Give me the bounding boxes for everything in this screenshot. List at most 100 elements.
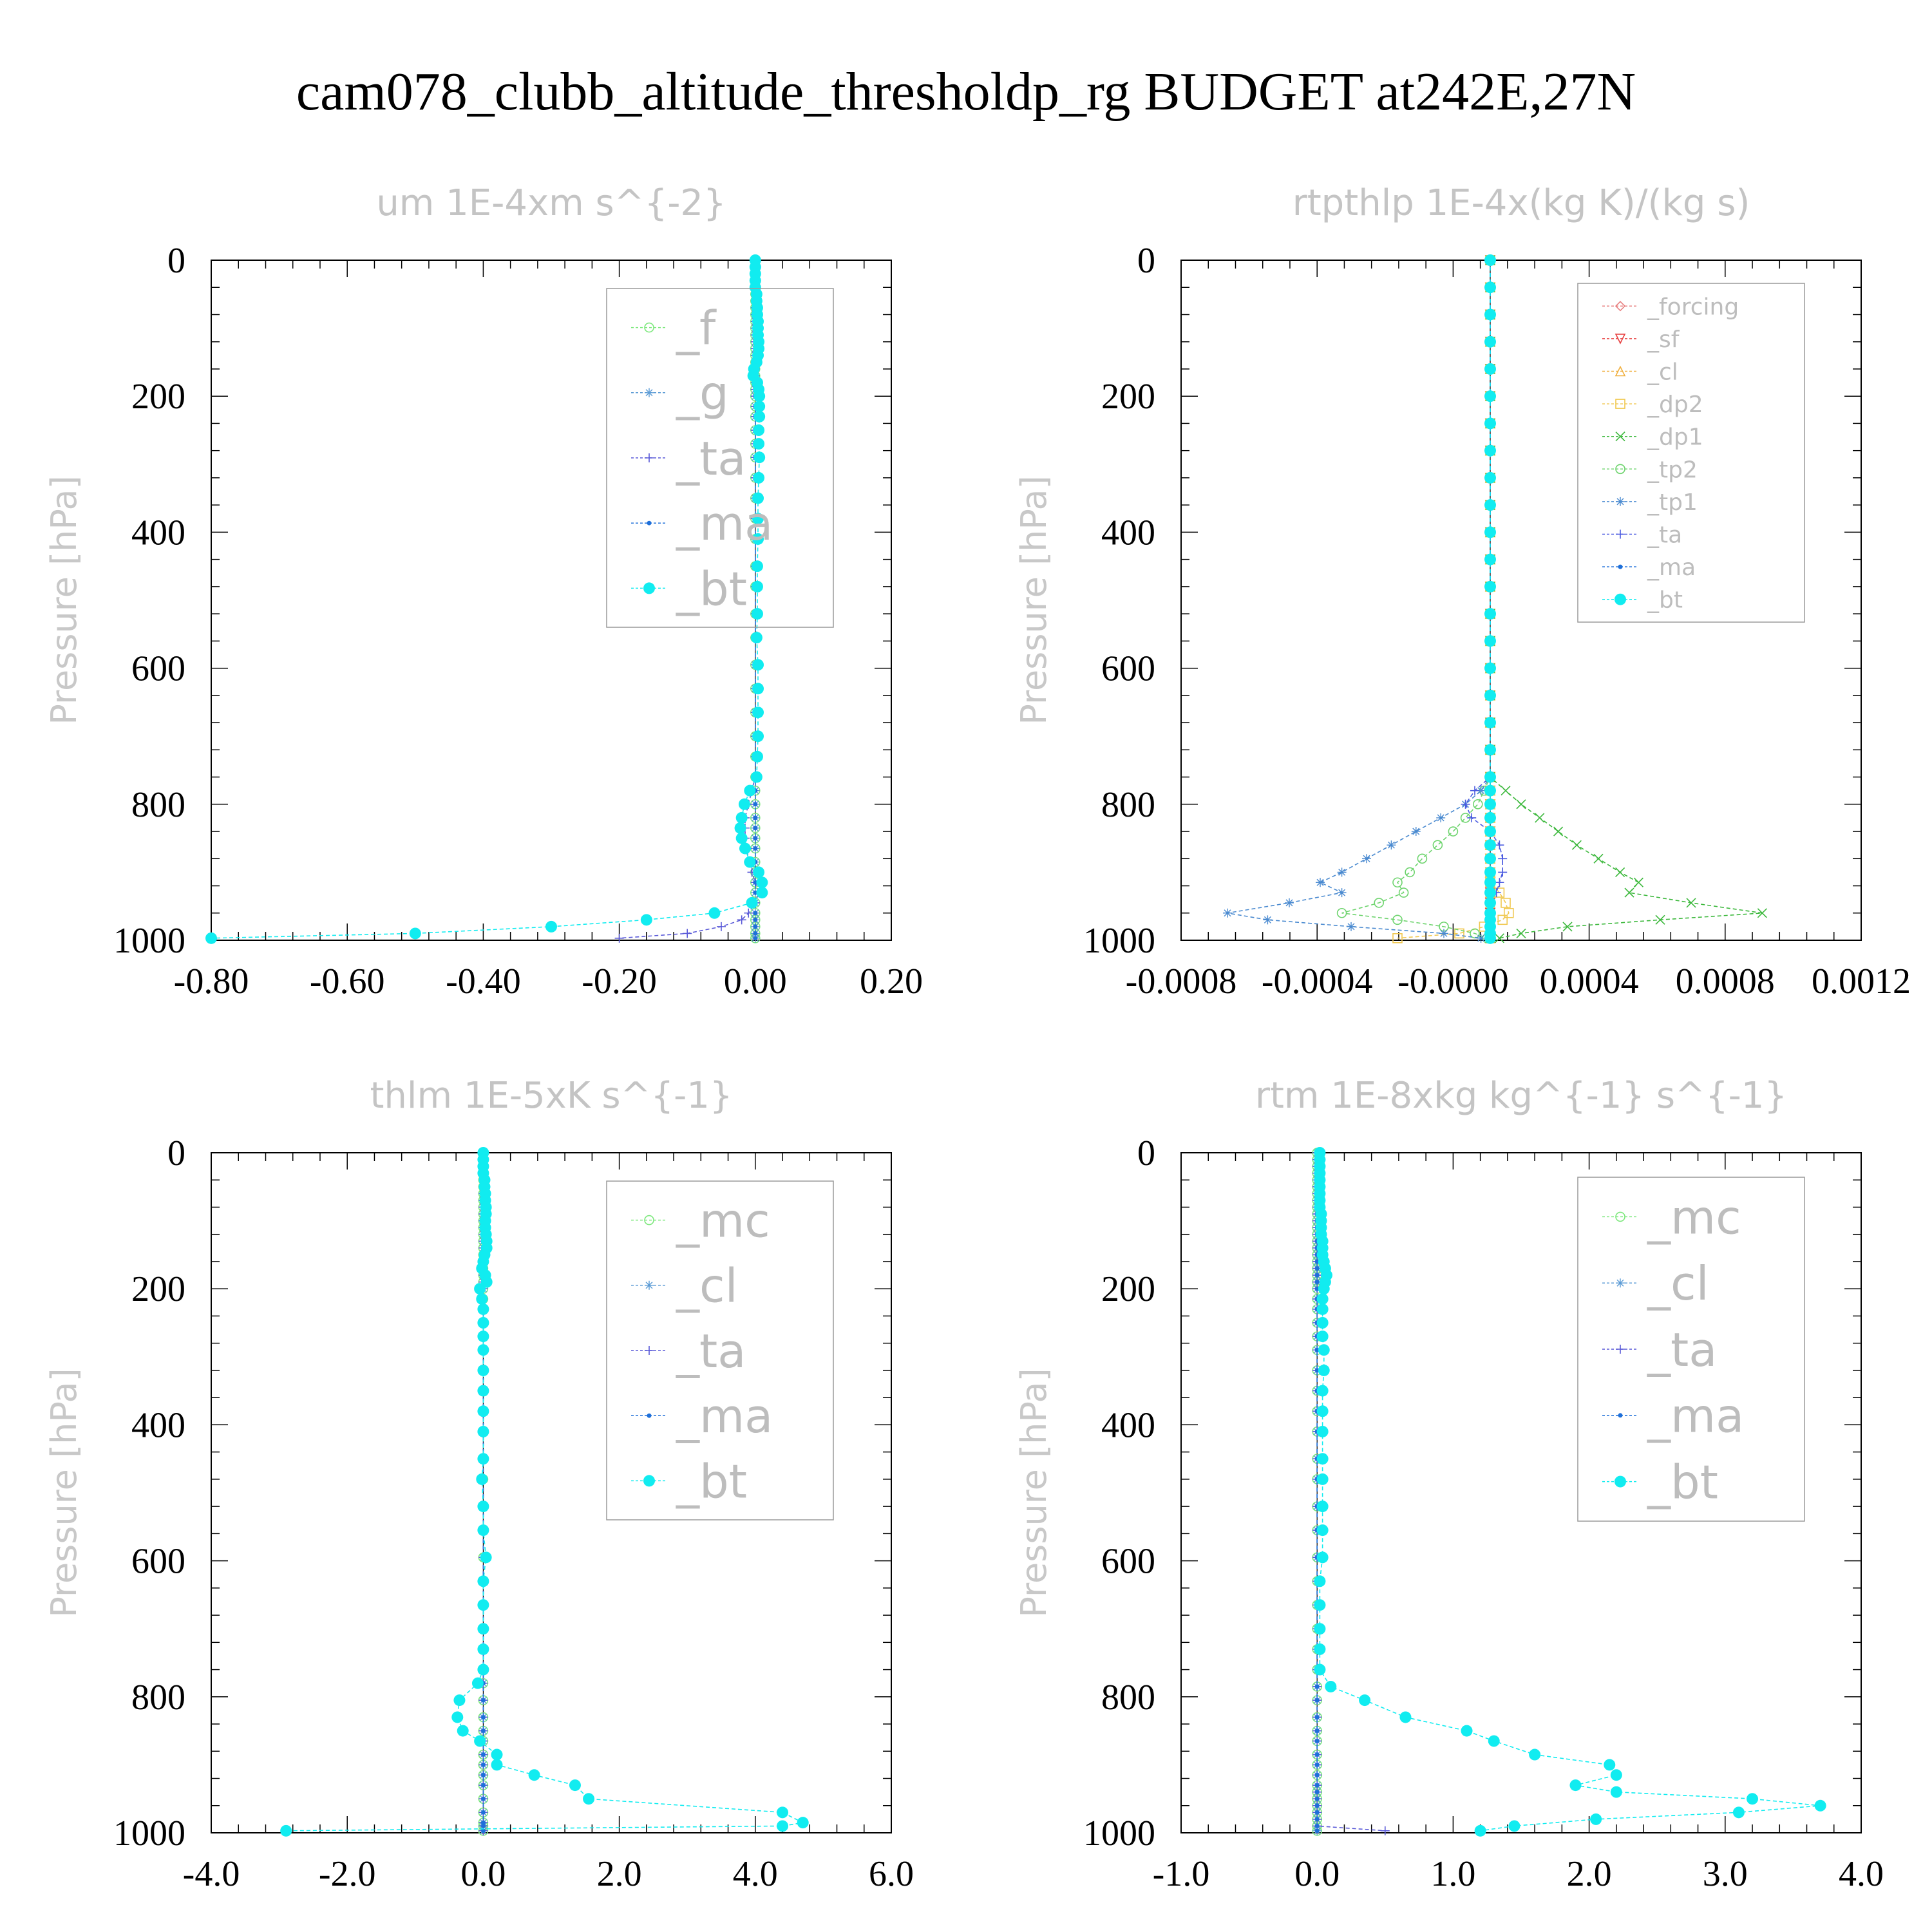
data-point	[480, 1728, 486, 1734]
data-point	[1314, 1810, 1320, 1815]
data-point	[739, 842, 751, 855]
data-point	[1569, 1779, 1582, 1792]
legend-entry: _bt	[1602, 587, 1683, 614]
legend-label: _ta	[676, 1324, 746, 1378]
legend-entry: _ma	[631, 497, 773, 551]
data-point	[1484, 363, 1496, 375]
data-point	[1314, 1643, 1326, 1655]
data-point	[1610, 1769, 1622, 1781]
data-point	[1484, 580, 1496, 592]
data-point	[1484, 526, 1496, 538]
data-point	[477, 1425, 489, 1437]
panel-rtpthlp: rtpthlp 1E-4x(kg K)/(kg s) Pressure [hPa]…	[1014, 182, 1911, 1001]
data-point	[1508, 1820, 1520, 1832]
data-point	[756, 887, 768, 899]
data-point	[734, 822, 746, 834]
data-point	[751, 750, 763, 762]
x-tick-label: 0.0008	[1676, 961, 1775, 1001]
data-point	[1314, 1599, 1326, 1611]
data-point	[1392, 877, 1403, 888]
data-point	[1316, 1293, 1329, 1305]
data-point	[614, 933, 624, 943]
legend-box	[1577, 283, 1805, 623]
data-point	[1686, 898, 1696, 908]
data-point	[753, 451, 766, 464]
data-point	[1316, 1473, 1329, 1485]
data-point	[477, 1385, 489, 1397]
legend-swatch-marker	[1615, 334, 1626, 345]
data-point	[1314, 1762, 1320, 1767]
data-point	[753, 924, 758, 929]
data-point	[1314, 1752, 1320, 1757]
data-point	[751, 608, 763, 620]
data-point	[1484, 826, 1496, 838]
data-point	[451, 1711, 464, 1723]
data-point	[1461, 1725, 1473, 1737]
plot-frame	[1180, 1152, 1862, 1833]
panel-um: um 1E-4xm s^{-2} Pressure [hPa] 0 200 400 600…	[44, 182, 923, 1001]
data-point	[735, 832, 748, 844]
series-line	[1464, 260, 1503, 938]
series-line	[1319, 1153, 1821, 1832]
legend-entry: _f	[631, 301, 717, 355]
x-tick-label: -0.80	[174, 961, 249, 1001]
y-tick-label: 1000	[1083, 921, 1155, 961]
x-tick-label: -4.0	[183, 1854, 240, 1894]
data-point	[1757, 908, 1767, 918]
data-point	[1337, 888, 1347, 898]
data-point	[738, 798, 750, 810]
legend-swatch-marker	[643, 582, 655, 594]
data-point	[1314, 1623, 1326, 1635]
data-point	[1470, 786, 1479, 795]
data-point	[1314, 1714, 1320, 1719]
data-point	[569, 1779, 581, 1792]
legend-swatch-marker	[1618, 1413, 1623, 1418]
data-point	[1562, 922, 1573, 932]
data-point	[752, 683, 764, 695]
data-point	[753, 836, 758, 841]
y-axis-label: Pressure [hPa]	[44, 1368, 84, 1617]
x-tick-label: -0.40	[446, 961, 521, 1001]
data-point	[753, 931, 758, 936]
data-point	[737, 915, 746, 925]
data-point	[1223, 908, 1232, 918]
data-point	[1432, 840, 1443, 850]
data-point	[1316, 1405, 1329, 1417]
series-bt	[1314, 1147, 1826, 1837]
legend-entry: _mc	[1602, 1190, 1741, 1244]
data-point	[750, 771, 762, 783]
y-tick-label: 0	[1137, 1133, 1155, 1173]
panel-thlm: thlm 1E-5xK s^{-1} Pressure [hPa] 0 200 400 6…	[44, 1075, 914, 1894]
series-line	[1227, 260, 1491, 939]
x-tick-label: 0.0012	[1812, 961, 1911, 1001]
data-point	[1590, 1813, 1602, 1825]
data-point	[744, 856, 756, 868]
y-tick-label: 400	[131, 513, 185, 553]
data-point	[752, 659, 764, 671]
data-point	[1484, 853, 1496, 865]
data-point	[1571, 840, 1582, 850]
data-point	[1314, 1266, 1320, 1271]
data-point	[1488, 1735, 1500, 1747]
panel-title: rtpthlp 1E-4x(kg K)/(kg s)	[1293, 182, 1750, 224]
data-point	[1529, 1748, 1541, 1761]
legend-swatch-marker	[1615, 365, 1626, 377]
legend-entry: _bt	[631, 562, 747, 616]
data-point	[1484, 717, 1496, 729]
data-point	[756, 876, 768, 889]
legend-swatch-marker	[1616, 1345, 1625, 1354]
x-tick-label: 0.00	[724, 961, 787, 1001]
data-point	[753, 410, 766, 422]
data-point	[753, 866, 765, 878]
legend-label: _ta	[676, 431, 746, 486]
x-tick-label: 4.0	[1839, 1854, 1884, 1894]
plot-frame	[1180, 260, 1862, 941]
data-point	[750, 632, 762, 644]
data-point	[1495, 878, 1504, 887]
data-point	[1316, 1385, 1329, 1397]
data-point	[1484, 444, 1496, 457]
data-point	[457, 1725, 469, 1737]
data-point	[1494, 933, 1504, 943]
data-point	[1484, 932, 1496, 944]
